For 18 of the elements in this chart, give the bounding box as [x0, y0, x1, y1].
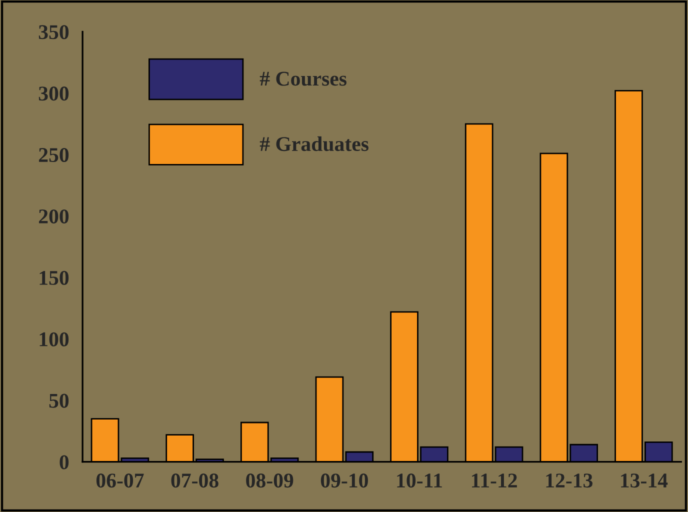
y-tick-label: 250 — [38, 148, 69, 162]
x-tick-label: 09-10 — [320, 474, 368, 488]
x-tick-label: 10-11 — [397, 474, 442, 488]
x-tick-label: 13-14 — [621, 474, 668, 488]
y-tick-label: 200 — [38, 209, 69, 224]
x-tick-label: 12-13 — [546, 474, 592, 488]
x-tick-label: 07-08 — [171, 474, 218, 488]
legend-label: # Courses — [260, 72, 346, 86]
x-tick-label: 11-12 — [472, 474, 517, 488]
y-tick-label: 50 — [49, 394, 69, 408]
y-tick-label: 0 — [60, 455, 69, 470]
legend-label: # Graduates — [260, 136, 368, 152]
y-tick-label: 100 — [40, 332, 69, 346]
y-tick-label: 300 — [38, 86, 69, 101]
y-tick-label: 350 — [38, 25, 69, 40]
y-tick-label: 150 — [40, 270, 69, 285]
x-tick-label: 06-07 — [96, 474, 144, 488]
x-tick-label: 08-09 — [246, 474, 294, 488]
